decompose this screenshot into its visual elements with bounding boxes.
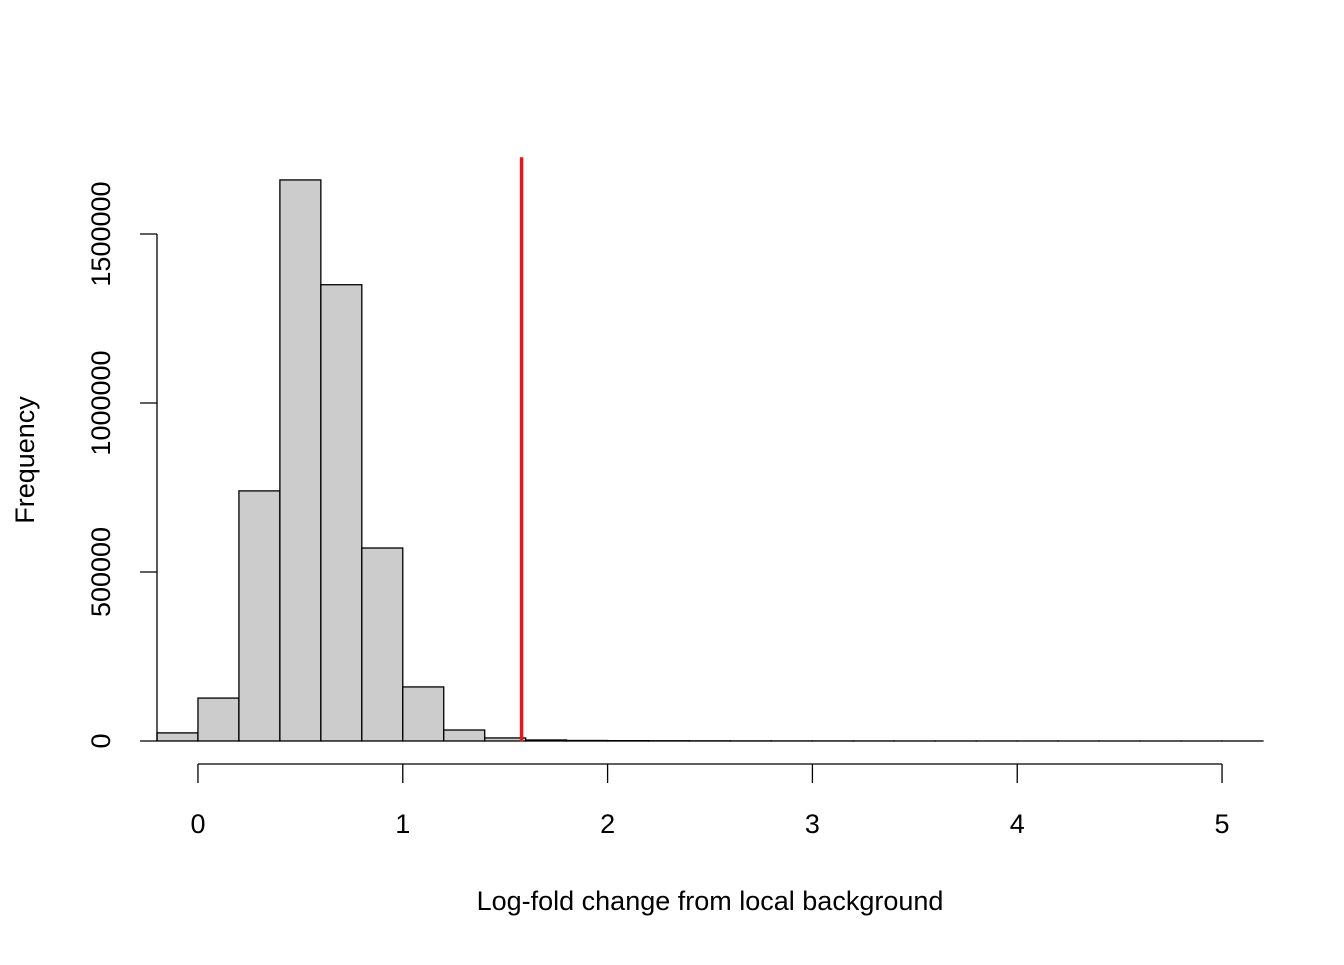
x-tick-label: 0 [190,809,205,839]
y-axis-label: Frequency [10,396,40,524]
y-tick-label: 0 [86,733,116,748]
x-tick-label: 1 [395,809,410,839]
x-tick-label: 2 [600,809,615,839]
bar [321,285,362,741]
x-axis-label: Log-fold change from local background [477,886,944,916]
bar [567,740,608,741]
x-tick-label: 4 [1010,809,1025,839]
bar [526,740,567,741]
bar [444,730,485,741]
y-tick-label: 1500000 [86,181,116,286]
bar [403,687,444,741]
x-tick-label: 3 [805,809,820,839]
x-tick-label: 5 [1215,809,1230,839]
bar [157,733,198,741]
bar [198,698,239,741]
bar [280,180,321,741]
bar [485,738,526,741]
bar [239,491,280,741]
y-tick-label: 1000000 [86,350,116,455]
y-tick-label: 500000 [86,527,116,617]
bar [362,548,403,741]
